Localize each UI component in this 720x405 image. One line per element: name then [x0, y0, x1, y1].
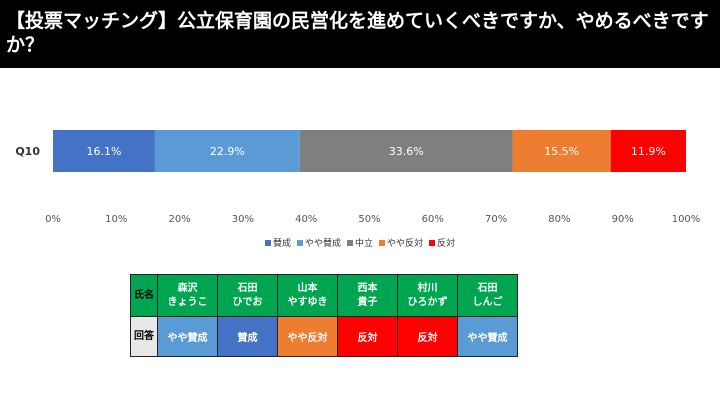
- legend-swatch: [429, 240, 436, 246]
- candidate-given-name: やすゆき: [287, 296, 328, 308]
- candidate-answer: 反対: [397, 316, 458, 357]
- data-label-4: 11.9%: [631, 145, 666, 158]
- stacked-bar-chart: Q10 16.1% 22.9% 33.6% 15.5% 11.9% 0% 10% 20% 30% 4…: [15, 130, 701, 225]
- legend-swatch: [296, 240, 303, 246]
- page-title: 【投票マッチング】公立保育園の民営化を進めていくべきですか、やめるべきですか？: [0, 0, 720, 68]
- x-tick-label: 90%: [612, 214, 634, 225]
- candidate-surname: 村川: [417, 282, 438, 294]
- legend-swatch: [346, 240, 353, 246]
- x-tick-label: 0%: [45, 214, 61, 225]
- candidate-surname: 山本: [297, 282, 318, 294]
- bar-segment-1: [154, 130, 300, 172]
- candidate-answer: やや反対: [277, 316, 338, 357]
- data-label-1: 22.9%: [210, 145, 245, 158]
- legend-label: 賛成: [272, 239, 291, 249]
- candidate-surname: 森沢: [177, 282, 198, 294]
- legend-item: 反対: [429, 239, 455, 249]
- candidate-surname: 石田: [237, 282, 258, 294]
- legend-item: やや反対: [379, 239, 423, 249]
- category-label: Q10: [15, 145, 40, 158]
- legend-item: 中立: [346, 239, 373, 249]
- legend-label: 中立: [354, 239, 373, 249]
- legend-swatch: [264, 240, 271, 246]
- candidate-given-name: 貴子: [357, 296, 378, 308]
- x-tick-label: 70%: [485, 214, 507, 225]
- x-tick-label: 50%: [358, 214, 380, 225]
- candidate-name: 村川 ひろかず: [397, 274, 458, 317]
- candidate-name: 西本 貴子: [337, 274, 398, 317]
- candidate-given-name: ひろかず: [407, 296, 448, 308]
- x-tick-label: 60%: [422, 214, 444, 225]
- candidate-answer: やや賛成: [157, 316, 218, 357]
- candidate-given-name: ひでお: [232, 296, 263, 308]
- legend-label: 反対: [437, 239, 456, 249]
- candidate-answer: やや賛成: [457, 316, 518, 357]
- x-tick-label: 40%: [295, 214, 317, 225]
- bar-segment-0: [53, 130, 155, 172]
- candidate-name: 石田 ひでお: [217, 274, 278, 317]
- candidate-answer: 賛成: [217, 316, 278, 357]
- candidate-name: 山本 やすゆき: [277, 274, 338, 317]
- bar-segment-3: [512, 130, 611, 172]
- bar-segment-4: [610, 130, 686, 172]
- x-tick-label: 100%: [672, 214, 701, 225]
- row-header-answer: 回答: [130, 316, 158, 357]
- legend-label: やや反対: [387, 239, 424, 249]
- candidate-surname: 西本: [357, 282, 378, 294]
- x-tick-label: 10%: [105, 214, 127, 225]
- chart-legend: 賛成 やや賛成 中立 やや反対 反対: [0, 236, 720, 249]
- candidate-answer-table: 氏名 森沢 きょうこ 石田 ひでお 山本 やすゆき 西本 貴子 村川 ひろかず 石田 しんご 回答 やや賛…: [130, 274, 518, 357]
- candidate-name: 森沢 きょうこ: [157, 274, 218, 317]
- candidate-answer: 反対: [337, 316, 398, 357]
- candidate-given-name: きょうこ: [167, 296, 208, 308]
- candidate-surname: 石田: [477, 282, 498, 294]
- candidate-name: 石田 しんご: [457, 274, 518, 317]
- candidate-given-name: しんご: [472, 296, 503, 308]
- x-tick-label: 30%: [232, 214, 254, 225]
- data-label-3: 15.5%: [544, 145, 579, 158]
- x-tick-label: 80%: [548, 214, 570, 225]
- data-label-0: 16.1%: [86, 145, 121, 158]
- bar-segment-2: [299, 130, 513, 172]
- data-label-2: 33.6%: [389, 145, 424, 158]
- x-tick-label: 20%: [168, 214, 190, 225]
- legend-swatch: [379, 240, 385, 246]
- legend-item: やや賛成: [296, 239, 341, 249]
- legend-item: 賛成: [264, 239, 291, 249]
- row-header-name: 氏名: [130, 274, 158, 317]
- legend-label: やや賛成: [304, 239, 341, 249]
